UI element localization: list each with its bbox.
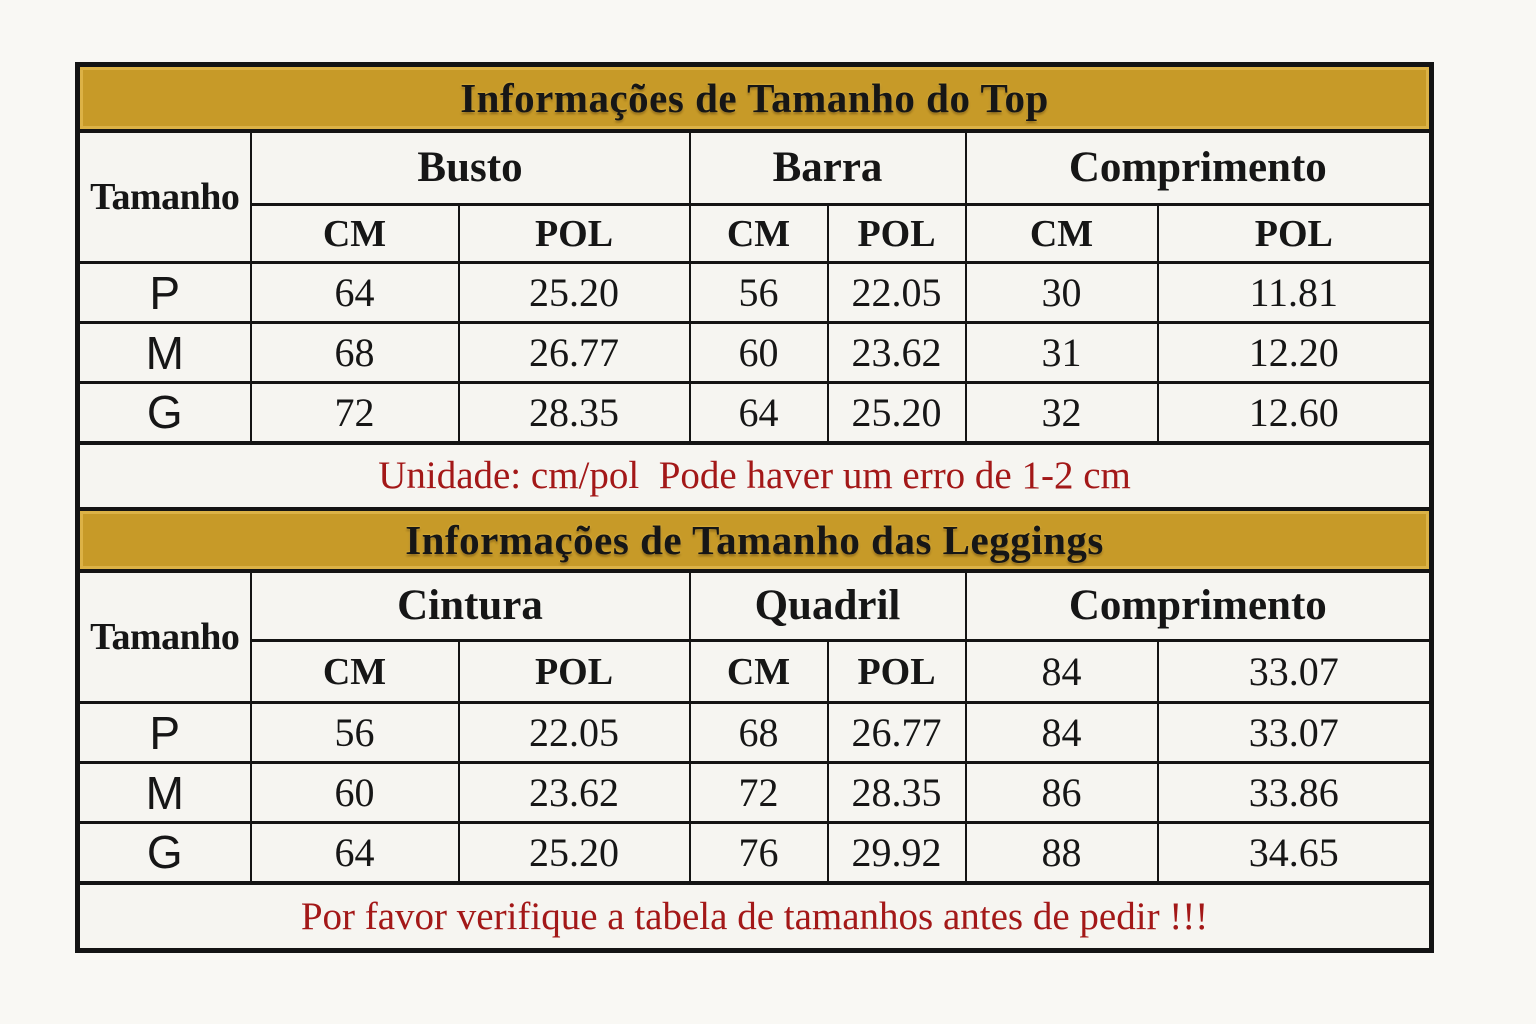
data-cell: 11.81: [1156, 261, 1433, 324]
data-cell: 88: [964, 821, 1159, 884]
top-group-header-row: Tamanho Busto Barra Comprimento: [76, 129, 1433, 264]
data-cell: 22.05: [826, 261, 967, 324]
data-cell: 33.86: [1156, 761, 1433, 824]
data-cell: 64: [249, 261, 460, 324]
leggings-group-cintura: Cintura: [249, 569, 691, 642]
top-unit-header-barra-pol: POL: [826, 203, 967, 264]
data-cell: 86: [964, 761, 1159, 824]
data-cell: 22.05: [457, 701, 691, 764]
top-group-busto: Busto: [249, 129, 691, 206]
leggings-unit-header-comprimento-pol: 33.07: [1156, 639, 1433, 704]
data-cell: 84: [964, 701, 1159, 764]
data-cell: 30: [964, 261, 1159, 324]
leggings-unit-header-row: CM POL CM POL 84 33.07: [78, 639, 1433, 704]
top-unit-header-busto-cm: CM: [249, 203, 460, 264]
top-unit-header-barra-cm: CM: [688, 203, 829, 264]
top-group-barra: Barra: [688, 129, 967, 206]
data-cell: 28.35: [826, 761, 967, 824]
top-size-column-header: Tamanho: [76, 129, 252, 264]
leggings-size-g: G: [76, 821, 252, 884]
data-cell: 26.77: [826, 701, 967, 764]
leggings-title-row: Informações de Tamanho das Leggings: [76, 506, 1433, 573]
data-cell: 33.07: [1156, 701, 1433, 764]
top-unit-header-comprimento-cm: CM: [964, 203, 1159, 264]
size-chart-table: Informações de Tamanho do Top Tamanho Bu…: [75, 62, 1435, 953]
top-unit-header-comprimento-pol: POL: [1156, 203, 1433, 264]
data-cell: 12.60: [1156, 381, 1433, 444]
top-row-p: P 64 25.20 56 22.05 30 11.81: [76, 261, 1433, 324]
leggings-unit-header-quadril-pol: POL: [826, 639, 967, 704]
top-table-title: Informações de Tamanho do Top: [76, 62, 1433, 133]
data-cell: 76: [688, 821, 829, 884]
leggings-group-comprimento: Comprimento: [964, 569, 1433, 642]
size-chart-image: Informações de Tamanho do Top Tamanho Bu…: [75, 62, 1435, 953]
data-cell: 25.20: [826, 381, 967, 444]
leggings-row-m: M 60 23.62 72 28.35 86 33.86: [76, 761, 1433, 824]
data-cell: 31: [964, 321, 1159, 384]
data-cell: 28.35: [457, 381, 691, 444]
top-row-g: G 72 28.35 64 25.20 32 12.60: [76, 381, 1433, 444]
top-size-p: P: [76, 261, 252, 324]
leggings-unit-header-comprimento-cm: 84: [964, 639, 1159, 704]
data-cell: 68: [688, 701, 829, 764]
leggings-group-header-row: Tamanho Cintura Quadril Comprimento: [76, 569, 1433, 704]
data-cell: 72: [249, 381, 460, 444]
data-cell: 68: [249, 321, 460, 384]
data-cell: 12.20: [1156, 321, 1433, 384]
data-cell: 72: [688, 761, 829, 824]
top-group-comprimento: Comprimento: [964, 129, 1433, 206]
leggings-row-g: G 64 25.20 76 29.92 88 34.65: [76, 821, 1433, 884]
leggings-size-m: M: [76, 761, 252, 824]
leggings-group-quadril: Quadril: [688, 569, 967, 642]
data-cell: 60: [249, 761, 460, 824]
data-cell: 25.20: [457, 261, 691, 324]
leggings-size-p: P: [76, 701, 252, 764]
leggings-size-column-header: Tamanho: [76, 569, 252, 704]
top-size-m: M: [76, 321, 252, 384]
leggings-row-p: P 56 22.05 68 26.77 84 33.07: [76, 701, 1433, 764]
top-note-row: Unidade: cm/pol Pode haver um erro de 1-…: [76, 440, 1433, 511]
top-unit-header-busto-pol: POL: [457, 203, 691, 264]
top-title-row: Informações de Tamanho do Top: [76, 62, 1433, 133]
leggings-note-row: Por favor verifique a tabela de tamanhos…: [76, 880, 1433, 953]
data-cell: 23.62: [826, 321, 967, 384]
top-table-note: Unidade: cm/pol Pode haver um erro de 1-…: [76, 440, 1433, 511]
top-unit-header-row: CM POL CM POL CM POL: [78, 203, 1433, 264]
data-cell: 34.65: [1156, 821, 1433, 884]
data-cell: 25.20: [457, 821, 691, 884]
leggings-table-note: Por favor verifique a tabela de tamanhos…: [76, 880, 1433, 953]
data-cell: 56: [688, 261, 829, 324]
top-row-m: M 68 26.77 60 23.62 31 12.20: [76, 321, 1433, 384]
data-cell: 64: [249, 821, 460, 884]
data-cell: 29.92: [826, 821, 967, 884]
data-cell: 64: [688, 381, 829, 444]
data-cell: 56: [249, 701, 460, 764]
data-cell: 32: [964, 381, 1159, 444]
leggings-table-title: Informações de Tamanho das Leggings: [76, 506, 1433, 573]
data-cell: 60: [688, 321, 829, 384]
leggings-unit-header-quadril-cm: CM: [688, 639, 829, 704]
top-size-g: G: [76, 381, 252, 444]
leggings-unit-header-cintura-pol: POL: [457, 639, 691, 704]
data-cell: 23.62: [457, 761, 691, 824]
data-cell: 26.77: [457, 321, 691, 384]
leggings-unit-header-cintura-cm: CM: [249, 639, 460, 704]
